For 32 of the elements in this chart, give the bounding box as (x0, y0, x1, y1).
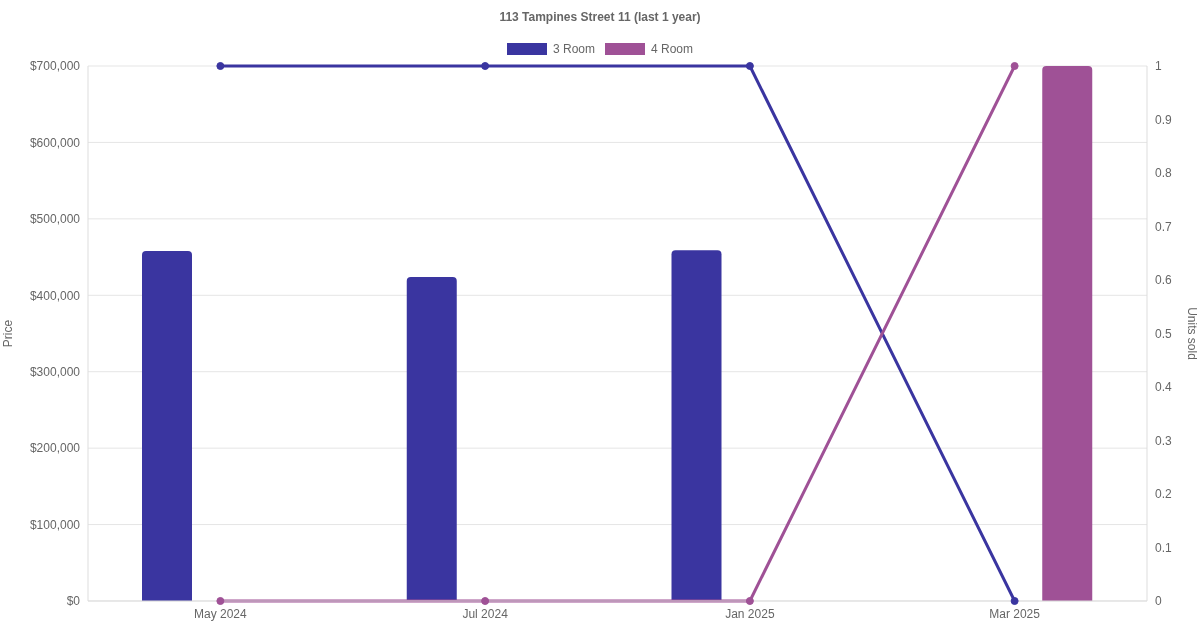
y2-tick-label: 0.2 (1155, 487, 1173, 502)
bar (1042, 66, 1093, 601)
chart-title: 113 Tampines Street 11 (last 1 year) (498, 10, 702, 24)
y-tick-label: $200,000 (29, 441, 81, 456)
y2-tick-label: 1 (1155, 59, 1162, 74)
y-tick-label: $600,000 (29, 135, 81, 150)
x-tick-label: Mar 2025 (989, 606, 1041, 621)
y2-tick-label: 0.8 (1155, 166, 1173, 181)
y2-tick-label: 0.9 (1155, 112, 1173, 127)
y2-tick-label: 0.1 (1155, 540, 1173, 555)
legend-label: 4 Room (651, 42, 694, 56)
x-tick-label: Jan 2025 (725, 606, 775, 621)
bar (406, 276, 457, 601)
y-tick-label: $500,000 (29, 212, 81, 227)
y-tick-label: $100,000 (29, 517, 81, 532)
y-axis-title: Price (1, 319, 16, 348)
x-tick-label: May 2024 (194, 606, 248, 621)
x-tick-label: Jul 2024 (462, 606, 509, 621)
y-tick-label: $400,000 (29, 288, 81, 303)
y2-tick-label: 0.6 (1155, 273, 1173, 288)
legend-label: 3 Room (552, 42, 595, 56)
bar (142, 250, 192, 601)
y-tick-label: $300,000 (29, 364, 81, 379)
y2-tick-label: 0.3 (1155, 433, 1173, 448)
y2-tick-label: 0.4 (1155, 380, 1173, 395)
y2-tick-label: 0.7 (1155, 219, 1173, 234)
bar (671, 250, 722, 601)
y-tick-label: $0 (66, 594, 81, 609)
y2-tick-label: 0 (1155, 594, 1162, 609)
y2-tick-label: 0.5 (1155, 326, 1173, 341)
y-tick-label: $700,000 (29, 59, 81, 74)
y2-axis-title: Units sold (1184, 307, 1199, 360)
